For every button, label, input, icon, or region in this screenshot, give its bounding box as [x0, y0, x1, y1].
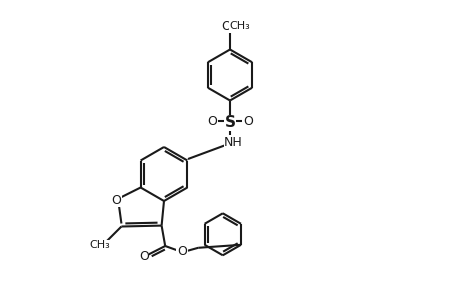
Text: CH₃: CH₃ — [89, 240, 110, 250]
Text: O: O — [221, 20, 231, 33]
Text: O: O — [177, 245, 186, 258]
Text: O: O — [139, 250, 149, 263]
Text: O: O — [207, 115, 217, 128]
Text: CH₃: CH₃ — [229, 21, 250, 31]
Text: O: O — [242, 115, 252, 128]
Text: NH: NH — [224, 136, 242, 149]
Text: S: S — [224, 116, 235, 130]
Text: O: O — [111, 194, 121, 207]
